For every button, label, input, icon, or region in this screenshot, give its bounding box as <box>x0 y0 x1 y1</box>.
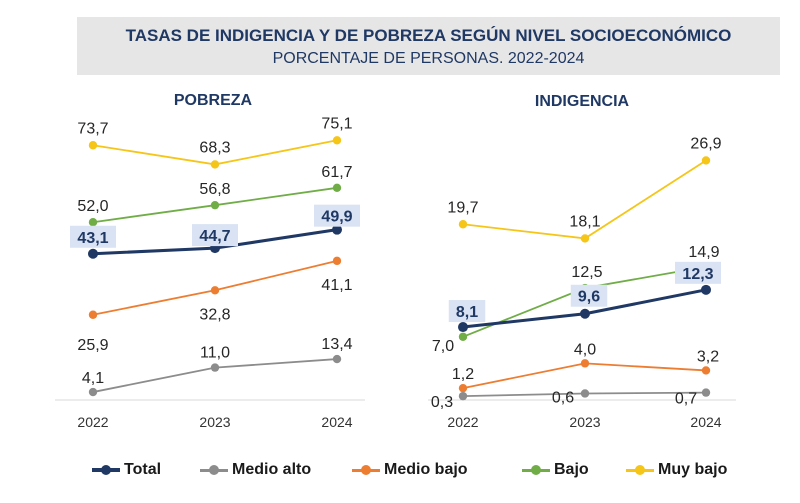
data-point <box>88 141 98 150</box>
data-label-box <box>675 261 721 284</box>
data-label: 3,2 <box>697 348 719 365</box>
data-label: 0,6 <box>552 389 574 406</box>
data-label: 7,0 <box>432 338 454 355</box>
data-point <box>701 284 711 295</box>
legend-symbol <box>626 465 654 475</box>
chart-subtitle: PORCENTAJE DE PERSONAS. 2022-2024 <box>272 50 585 67</box>
data-label: 4,0 <box>574 341 596 358</box>
data-point <box>332 256 342 266</box>
panel-title: POBREZA <box>174 92 253 109</box>
data-label: 61,7 <box>321 164 352 181</box>
data-point <box>88 218 98 227</box>
data-point <box>88 387 98 397</box>
legend-item-bajo: Bajo <box>522 456 589 484</box>
data-label: 49,9 <box>321 209 352 226</box>
data-point <box>458 220 468 229</box>
data-point <box>332 136 342 145</box>
data-label: 8,1 <box>456 304 478 321</box>
x-tick-label: 2022 <box>447 414 478 430</box>
data-label: 14,9 <box>688 244 719 261</box>
chart-indigencia: INDIGENCIA 2022 2023 2024 19,7 18,1 26,9 7,0 12,… <box>428 93 736 430</box>
data-point <box>210 363 220 372</box>
data-point <box>580 308 590 319</box>
data-point <box>458 322 468 333</box>
data-point <box>210 200 220 210</box>
legend-item-muy-bajo: Muy bajo <box>626 456 727 484</box>
data-label: 44,7 <box>199 228 230 245</box>
legend-symbol <box>200 465 228 475</box>
legend-item-medio-alto: Medio alto <box>200 456 311 484</box>
panel-title: INDIGENCIA <box>535 93 630 110</box>
data-point <box>580 234 590 243</box>
legend-item-total: Total <box>92 456 161 484</box>
x-tick-label: 2024 <box>321 414 352 430</box>
legend-label: Bajo <box>554 461 589 478</box>
data-label: 12,5 <box>571 264 602 281</box>
data-point <box>332 354 342 364</box>
data-point <box>701 388 711 397</box>
data-point <box>458 383 468 393</box>
data-label-box <box>314 204 360 227</box>
legend-symbol <box>522 465 550 475</box>
legend-symbol <box>92 465 120 475</box>
data-label-box <box>570 284 608 307</box>
data-point <box>88 310 98 319</box>
x-tick-label: 2022 <box>77 414 108 430</box>
legend-item-medio-bajo: Medio bajo <box>352 456 468 484</box>
legend: Total Medio alto Medio bajo Bajo Muy bajo <box>0 456 800 484</box>
legend-label: Medio bajo <box>384 461 468 478</box>
data-label: 18,1 <box>569 213 600 230</box>
data-label: 25,9 <box>77 337 108 354</box>
x-tick-label: 2024 <box>690 414 721 430</box>
data-point <box>458 332 468 341</box>
data-label-box <box>448 300 486 323</box>
data-label-box <box>192 224 238 247</box>
chart-title: TASAS DE INDIGENCIA Y DE POBREZA SEGÚN N… <box>125 26 732 45</box>
data-label: 52,0 <box>77 198 108 215</box>
data-label: 4,1 <box>82 370 104 387</box>
data-label: 1,2 <box>452 366 474 383</box>
data-label: 68,3 <box>199 139 230 156</box>
data-label: 26,9 <box>690 135 721 152</box>
legend-label: Muy bajo <box>658 461 728 478</box>
data-point <box>88 248 98 259</box>
data-label: 32,8 <box>199 306 230 323</box>
data-label: 41,1 <box>321 277 352 294</box>
legend-label: Medio alto <box>232 461 312 478</box>
data-point <box>580 389 590 398</box>
data-point <box>458 391 468 401</box>
data-point <box>210 160 220 169</box>
data-point <box>580 359 590 368</box>
data-point <box>332 224 342 235</box>
data-label: 56,8 <box>199 181 230 198</box>
data-label: 13,4 <box>321 336 352 353</box>
data-label: 19,7 <box>447 199 478 216</box>
legend-label: Total <box>124 461 162 478</box>
data-point <box>701 366 711 375</box>
data-point <box>332 183 342 193</box>
data-label: 75,1 <box>321 115 352 132</box>
data-label: 0,7 <box>675 391 697 408</box>
data-label: 12,3 <box>682 266 713 283</box>
x-tick-label: 2023 <box>569 414 600 430</box>
data-point <box>701 156 711 165</box>
legend-symbol <box>352 465 380 475</box>
title-banner: TASAS DE INDIGENCIA Y DE POBREZA SEGÚN N… <box>77 17 780 75</box>
data-label: 0,3 <box>431 394 453 411</box>
data-point <box>210 286 220 295</box>
data-label: 73,7 <box>77 120 108 137</box>
x-tick-label: 2023 <box>199 414 230 430</box>
data-label: 9,6 <box>578 289 600 306</box>
data-label: 43,1 <box>77 230 108 247</box>
data-label-box <box>70 225 116 248</box>
data-label: 11,0 <box>200 345 230 362</box>
chart-pobreza: POBREZA 2022 2023 2024 73,7 68,3 75,1 52,0 56,8 6… <box>55 92 365 430</box>
